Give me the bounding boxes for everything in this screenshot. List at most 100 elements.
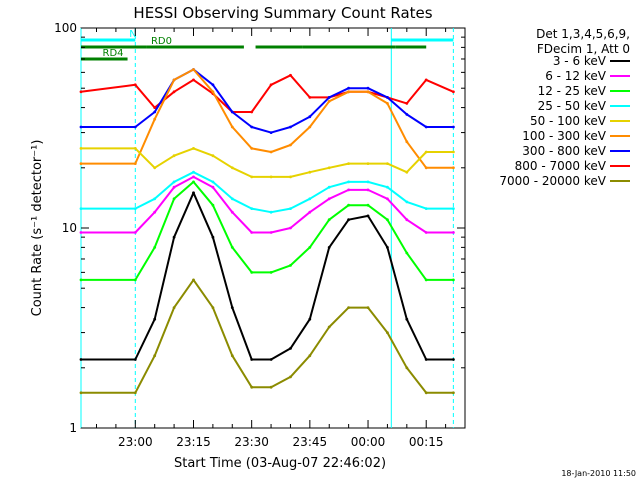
series-line xyxy=(81,191,454,361)
data-point xyxy=(327,246,331,249)
data-point xyxy=(308,197,312,201)
data-point xyxy=(452,231,455,234)
data-point xyxy=(79,125,83,129)
data-point xyxy=(79,147,83,150)
data-point xyxy=(269,210,273,214)
legend-label: 100 - 300 keV xyxy=(522,129,606,143)
legend-label: 50 - 100 keV xyxy=(530,114,607,128)
data-point xyxy=(133,147,137,150)
data-point xyxy=(289,375,292,379)
flag-label: RD0 xyxy=(151,36,172,47)
legend-label: 800 - 7000 keV xyxy=(515,159,607,173)
data-point xyxy=(452,278,455,282)
data-point xyxy=(405,140,409,144)
data-point xyxy=(211,235,215,239)
data-point xyxy=(230,166,234,170)
data-point xyxy=(172,185,176,189)
data-point xyxy=(79,162,83,166)
x-tick-label: 23:45 xyxy=(293,435,328,449)
data-point xyxy=(211,83,215,87)
data-point xyxy=(405,251,409,255)
footer-timestamp: 18-Jan-2010 11:50 xyxy=(561,469,636,478)
data-point xyxy=(153,166,157,170)
data-point xyxy=(424,166,428,170)
data-point xyxy=(211,154,215,158)
data-point xyxy=(153,354,157,358)
data-point xyxy=(192,175,195,179)
data-point xyxy=(308,354,312,358)
data-point xyxy=(452,207,455,211)
flag-bars: N RD0 RD4 xyxy=(81,29,454,61)
y-axis-label: Count Rate (s⁻¹ detector⁻¹) xyxy=(30,140,45,317)
series-layer xyxy=(79,28,455,428)
legend-label: 12 - 25 keV xyxy=(538,84,607,98)
data-point xyxy=(289,264,292,267)
data-point xyxy=(386,197,389,201)
data-point xyxy=(133,391,137,395)
data-point xyxy=(133,162,137,166)
data-point xyxy=(250,385,254,389)
data-point xyxy=(386,185,389,189)
data-point xyxy=(79,231,83,234)
data-point xyxy=(327,99,331,103)
data-point xyxy=(211,185,215,189)
data-point xyxy=(452,358,455,361)
data-point xyxy=(327,218,331,222)
data-point xyxy=(424,150,428,154)
x-tick-label: 23:00 xyxy=(118,435,153,449)
data-point xyxy=(405,200,409,204)
data-point xyxy=(153,210,157,214)
series-line xyxy=(80,74,454,113)
data-point xyxy=(172,235,176,239)
data-point xyxy=(386,96,389,99)
y-tick-label: 100 xyxy=(54,21,77,35)
data-point xyxy=(424,278,428,282)
legend-label: 25 - 50 keV xyxy=(538,99,607,113)
data-point xyxy=(327,185,331,189)
series-line xyxy=(81,180,454,281)
data-point xyxy=(79,278,83,282)
data-point xyxy=(230,197,234,201)
data-point xyxy=(366,86,370,90)
data-point xyxy=(172,306,176,309)
data-point xyxy=(308,115,312,119)
series-line xyxy=(81,171,454,214)
data-point xyxy=(405,113,409,116)
data-point xyxy=(308,170,312,174)
data-point xyxy=(269,358,273,361)
data-point xyxy=(366,214,370,218)
data-point xyxy=(211,90,215,94)
data-point xyxy=(153,117,157,121)
data-point xyxy=(133,358,137,361)
data-point xyxy=(289,73,292,77)
y-tick-label: 10 xyxy=(62,221,77,235)
data-point xyxy=(250,110,254,114)
x-tick-label: 00:00 xyxy=(351,435,386,449)
data-point xyxy=(230,210,234,214)
data-point xyxy=(269,150,273,154)
series-line xyxy=(81,278,454,394)
data-point xyxy=(347,306,350,309)
data-point xyxy=(308,210,312,214)
data-point xyxy=(366,180,370,184)
data-point xyxy=(79,207,83,211)
data-point xyxy=(366,90,370,94)
data-point xyxy=(269,175,273,179)
data-point xyxy=(347,86,350,90)
data-point xyxy=(133,83,137,87)
data-point xyxy=(133,125,137,129)
data-point xyxy=(289,175,292,179)
x-tick-label: 23:15 xyxy=(176,435,211,449)
data-point xyxy=(327,96,331,99)
data-point xyxy=(79,358,83,361)
data-point xyxy=(452,166,455,170)
data-point xyxy=(308,96,312,99)
data-point xyxy=(211,180,215,184)
series-line xyxy=(81,68,454,169)
legend-label: 300 - 800 keV xyxy=(522,144,606,158)
data-point xyxy=(133,278,137,282)
flag-label: N xyxy=(129,29,136,40)
data-point xyxy=(424,125,428,129)
data-point xyxy=(269,131,273,135)
data-point xyxy=(192,180,195,184)
